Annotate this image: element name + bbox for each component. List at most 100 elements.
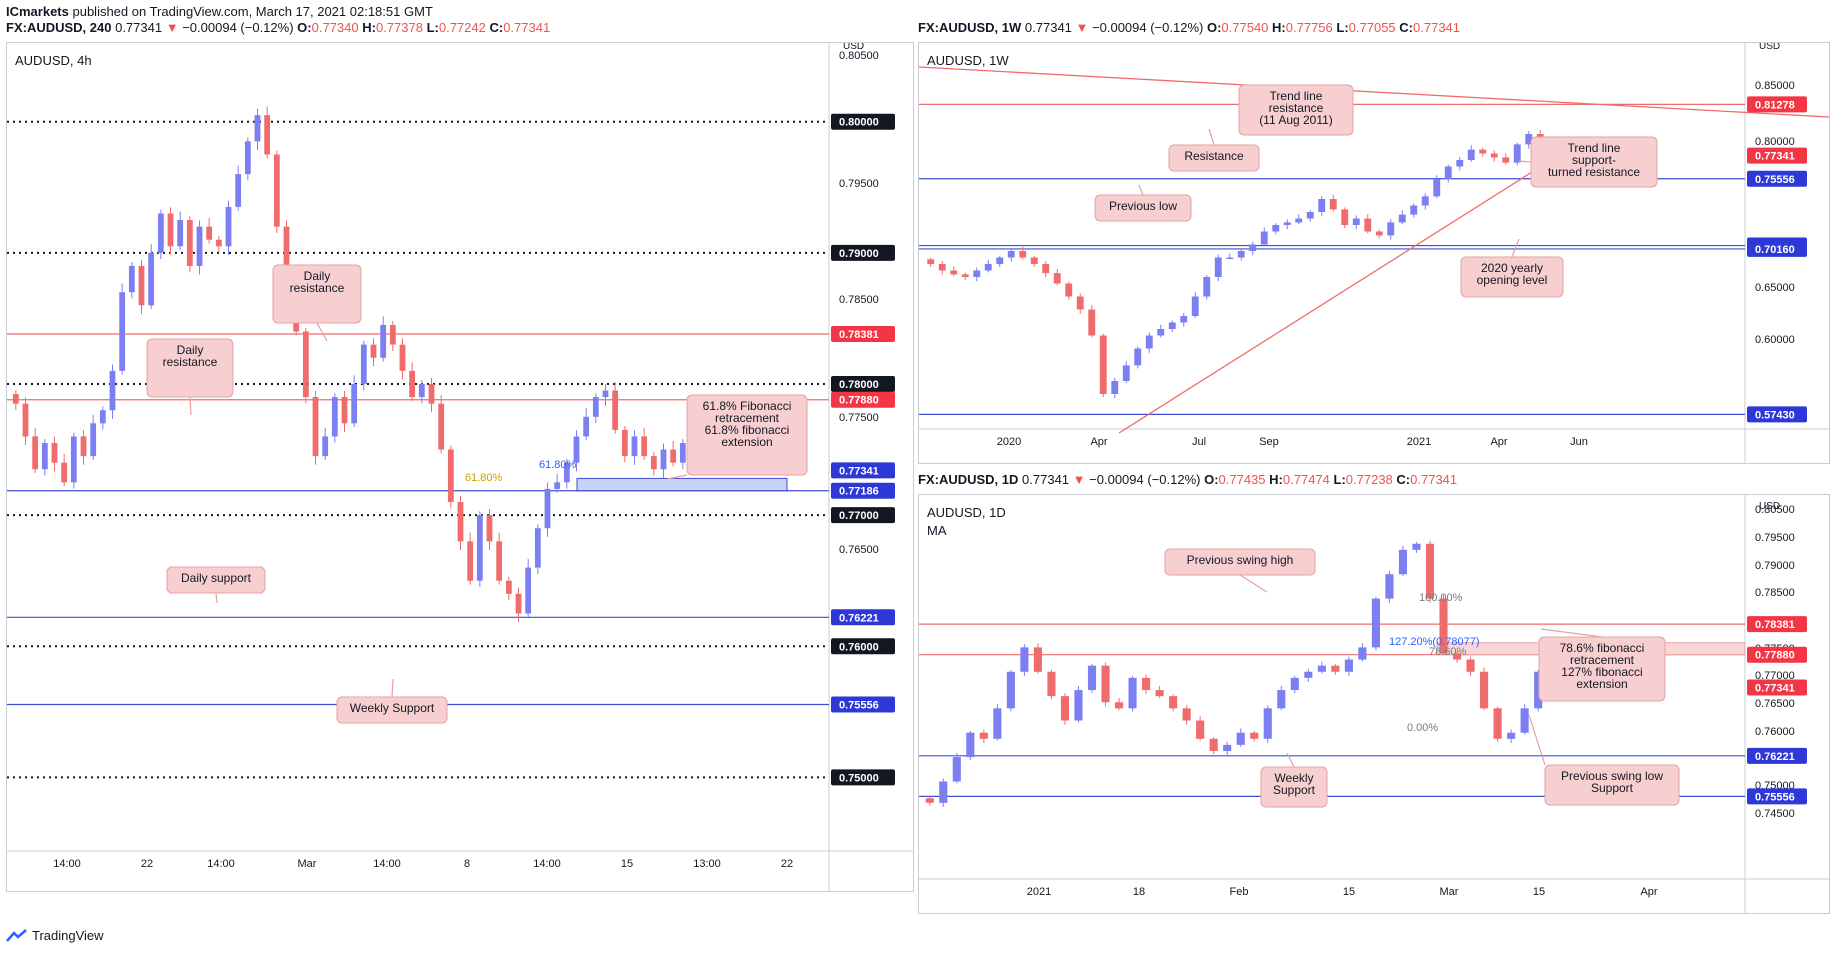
candle-body (534, 528, 541, 568)
candle-body (1122, 365, 1130, 381)
x-tick-label: Apr (1490, 436, 1507, 448)
chart-4h-svg[interactable]: 0.80500 0.79500 0.78500 0.77500 0.76500 0.750… (7, 43, 913, 891)
trend-line (1118, 154, 1560, 434)
brand-text: TradingView (32, 928, 104, 943)
x-tick-label: Apr (1090, 436, 1107, 448)
candle-body (544, 488, 551, 529)
title-symbol: FX:AUDUSD, 1D (918, 472, 1019, 487)
candle-body (1111, 381, 1119, 394)
candle-body (952, 757, 961, 782)
chart-1d-panel[interactable]: 0.805000.795000.790000.785000.775000.770… (918, 494, 1830, 914)
callout-line: support- (1572, 153, 1616, 167)
candle-body (583, 416, 590, 437)
candle-body (1344, 659, 1353, 672)
fib-zone (576, 477, 788, 492)
candle-body (1480, 671, 1489, 709)
x-tick-label: 14:00 (533, 858, 561, 870)
y-tick-label: 0.76000 (1755, 726, 1795, 738)
callout-pointer (391, 678, 394, 698)
candle-body (476, 515, 483, 581)
x-tick-label: 14:00 (53, 858, 81, 870)
down-arrow-icon: ▼ (165, 20, 179, 35)
chart-4h-panel[interactable]: 0.80500 0.79500 0.78500 0.77500 0.76500 0.750… (6, 42, 914, 892)
callout-pointer (1511, 238, 1520, 258)
title-symbol: FX:AUDUSD, 240 (6, 20, 112, 35)
candle-body (1318, 199, 1326, 212)
chart-1d-svg[interactable]: 0.805000.795000.790000.785000.775000.770… (919, 495, 1829, 913)
candle-body (1065, 283, 1073, 297)
candle-body (99, 410, 106, 424)
callout-line: 127% fibonacci (1561, 665, 1642, 679)
candle-body (119, 292, 126, 371)
price-tag-text: 0.78000 (839, 379, 879, 391)
candle-body (1209, 738, 1218, 751)
price-tag-text: 0.57430 (1755, 409, 1795, 421)
title-low: 0.77238 (1345, 472, 1393, 487)
price-tag (831, 391, 895, 408)
price-tag (1747, 679, 1807, 696)
candle-body (1074, 690, 1083, 721)
price-tag (831, 375, 895, 392)
y-tick-label: 0.76500 (839, 544, 879, 556)
price-tag (1747, 616, 1807, 633)
candle-body (505, 580, 512, 594)
x-tick-label: Jul (1192, 436, 1206, 448)
candle-body (322, 436, 329, 457)
callout-pointer (215, 592, 218, 604)
chart-1w-panel[interactable]: 0.85000 0.80000 0.65000 0.60000 USD 0.81278 0.… (918, 42, 1830, 464)
x-tick-label: Apr (1640, 886, 1657, 898)
x-tick-label: Sep (1259, 436, 1279, 448)
callout-pointer (1138, 184, 1144, 196)
x-tick-label: Mar (298, 858, 317, 870)
callout-box (1164, 548, 1316, 576)
callout-pointer (1208, 128, 1215, 146)
candle-body (264, 115, 271, 155)
x-tick-label: 22 (141, 858, 153, 870)
callout-text: Trend line support-turned resistance (1548, 141, 1640, 179)
price-tag (1747, 406, 1807, 423)
candle-body (1412, 543, 1421, 550)
callout-text: Daily resistance (163, 343, 218, 369)
candle-body (389, 324, 396, 345)
callout-line: Trend line (1568, 141, 1621, 155)
candle-body (1452, 653, 1462, 660)
candle-body (984, 264, 992, 271)
callout-pointer (1540, 628, 1603, 638)
trend-line (919, 66, 1829, 118)
tradingview-brand[interactable]: TradingView (6, 928, 104, 943)
callout-box (1460, 256, 1564, 298)
y-tick-label: 0.85000 (1755, 80, 1795, 92)
tradingview-logo-icon (6, 928, 27, 942)
candle-body (979, 732, 988, 739)
y-tick-label: 0.78500 (1755, 587, 1795, 599)
candle-body (138, 265, 145, 306)
candle-body (1196, 720, 1205, 739)
candle-body (670, 449, 677, 463)
title-low: 0.77055 (1348, 20, 1396, 35)
candle-body (573, 436, 580, 463)
price-tag-text: 0.70160 (1755, 244, 1795, 256)
candle-body (660, 449, 667, 470)
price-tag (1747, 96, 1807, 113)
price-tag-text: 0.76221 (839, 612, 879, 624)
y-tick-label: 0.74500 (1755, 808, 1795, 820)
candle-body (206, 226, 213, 240)
y-tick-label: 0.79500 (839, 178, 879, 190)
x-tick-label: Feb (1230, 886, 1249, 898)
callout-line: extension (1576, 677, 1627, 691)
price-tag-text: 0.77341 (1755, 683, 1795, 695)
price-tag-text: 0.77880 (839, 395, 879, 407)
callout-line: Weekly Support (350, 701, 435, 715)
callout-box (1530, 136, 1658, 188)
price-tag-text: 0.77341 (1755, 151, 1795, 163)
candle-body (70, 436, 77, 483)
candle-body (1020, 647, 1029, 672)
symbol-label: AUDUSD, 1D (927, 505, 1006, 520)
price-tag-text: 0.80000 (839, 117, 879, 129)
chart-1w-svg[interactable]: 0.85000 0.80000 0.65000 0.60000 USD 0.81278 0.… (919, 43, 1829, 463)
candle-body (225, 206, 232, 247)
price-tag (831, 609, 895, 626)
candle-body (467, 541, 474, 581)
y-tick-label: 0.76500 (1755, 698, 1795, 710)
currency-label: USD (1759, 501, 1780, 512)
